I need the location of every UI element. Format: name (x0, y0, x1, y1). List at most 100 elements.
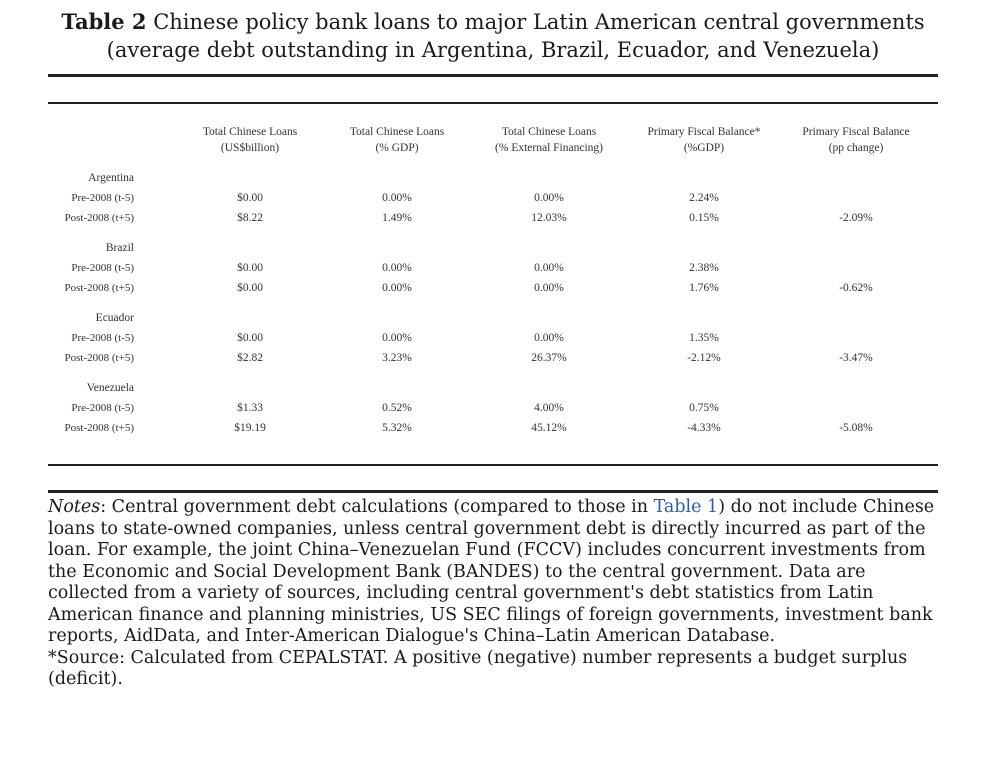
table-cell: 0.52% (382, 402, 412, 414)
group-gap-cell (48, 368, 938, 378)
header-loans-gdp-line2: (% GDP) (375, 142, 419, 154)
period-label: Post-2008 (t+5) (64, 282, 134, 294)
empty-cell (170, 238, 330, 258)
table-row: Pre-2008 (t-5) $0.00 0.00% 0.00% 2.24% (48, 188, 938, 208)
table-cell: 2.24% (689, 192, 719, 204)
bottom-thin-rule (48, 464, 938, 466)
table-cell: 0.00% (382, 332, 412, 344)
empty-cell (170, 168, 330, 188)
header-fiscal-balance-line2: (%GDP) (683, 142, 725, 154)
period-label: Post-2008 (t+5) (64, 212, 134, 224)
notes-label: Notes (48, 497, 101, 517)
notes-text-before-link: : Central government debt calculations (… (100, 497, 654, 517)
country-label: Argentina (88, 172, 134, 184)
table-cell (774, 398, 938, 418)
table-cell (774, 328, 938, 348)
table-cell: -2.12% (687, 352, 721, 364)
country-group-row: Venezuela (48, 378, 938, 398)
period-label: Post-2008 (t+5) (64, 422, 134, 434)
group-gap-cell (48, 228, 938, 238)
empty-cell (634, 168, 774, 188)
table-cell: 0.00% (382, 282, 412, 294)
table-cell: $19.19 (234, 422, 266, 434)
table-cell: 0.15% (689, 212, 719, 224)
table-number-label: Table 2 (61, 9, 147, 34)
table-cell: 0.00% (382, 262, 412, 274)
table-title: Table 2 Chinese policy bank loans to maj… (0, 8, 986, 64)
empty-cell (634, 308, 774, 328)
period-label: Pre-2008 (t-5) (71, 332, 134, 344)
header-loans-gdp-line1: Total Chinese Loans (349, 126, 445, 138)
empty-cell (774, 378, 938, 398)
table-cell: 1.76% (689, 282, 719, 294)
header-fiscal-balance: Primary Fiscal Balance* (%GDP) (634, 124, 774, 168)
empty-cell (774, 238, 938, 258)
header-loans-usd: Total Chinese Loans (US$billion) (170, 124, 330, 168)
table-row: Post-2008 (t+5) $2.82 3.23% 26.37% -2.12% -3.… (48, 348, 938, 368)
empty-cell (634, 378, 774, 398)
table-cell (774, 258, 938, 278)
table-cell: $0.00 (237, 282, 263, 294)
table-header-row: Total Chinese Loans (US$billion) Total C… (48, 124, 938, 168)
table-row: Post-2008 (t+5) $19.19 5.32% 45.12% -4.33% -5… (48, 418, 938, 438)
table-cell: $8.22 (237, 212, 263, 224)
table-cell: 0.00% (534, 282, 564, 294)
country-label: Brazil (105, 242, 134, 254)
country-label: Venezuela (86, 382, 134, 394)
notes-text-after-link: ) do not include Chinese loans to state-… (48, 497, 935, 646)
header-loans-external: Total Chinese Loans (% External Financin… (464, 124, 634, 168)
table-1-link[interactable]: Table 1 (653, 497, 719, 517)
header-loans-gdp: Total Chinese Loans (% GDP) (330, 124, 464, 168)
table-cell: -2.09% (839, 212, 873, 224)
source-note: *Source: Calculated from CEPALSTAT. A po… (48, 647, 908, 690)
header-fiscal-change: Primary Fiscal Balance (pp change) (774, 124, 938, 168)
table-cell: 0.00% (534, 332, 564, 344)
table-cell: $2.82 (237, 352, 263, 364)
period-label: Pre-2008 (t-5) (71, 192, 134, 204)
table-cell: 0.75% (689, 402, 719, 414)
table-cell: $0.00 (237, 192, 263, 204)
header-loans-usd-line2: (US$billion) (220, 142, 280, 154)
header-fiscal-change-line2: (pp change) (828, 142, 884, 154)
period-label: Pre-2008 (t-5) (71, 402, 134, 414)
top-thick-rule (48, 74, 938, 77)
table-row: Pre-2008 (t-5) $0.00 0.00% 0.00% 1.35% (48, 328, 938, 348)
data-table: Total Chinese Loans (US$billion) Total C… (48, 124, 938, 438)
table-cell: -0.62% (839, 282, 873, 294)
group-gap-row (48, 368, 938, 378)
group-gap-cell (48, 298, 938, 308)
empty-cell (170, 308, 330, 328)
empty-cell (464, 238, 634, 258)
header-fiscal-balance-line1: Primary Fiscal Balance* (647, 126, 761, 138)
empty-cell (330, 238, 464, 258)
table-cell: -5.08% (839, 422, 873, 434)
table-cell: 0.00% (382, 192, 412, 204)
table-cell: 12.03% (531, 212, 567, 224)
table-cell: $0.00 (237, 262, 263, 274)
table-cell: -3.47% (839, 352, 873, 364)
table-cell: 0.00% (534, 262, 564, 274)
title-line-1: Table 2 Chinese policy bank loans to maj… (0, 8, 986, 36)
title-line-2: (average debt outstanding in Argentina, … (106, 38, 880, 62)
country-group-row: Ecuador (48, 308, 938, 328)
country-label: Ecuador (95, 312, 134, 324)
table-body: Argentina Pre-2008 (t-5) $0.00 0.00% 0.00% 2.… (48, 168, 938, 438)
period-label: Post-2008 (t+5) (64, 352, 134, 364)
table-cell: 5.32% (382, 422, 412, 434)
title-text-1: Chinese policy bank loans to major Latin… (153, 10, 925, 34)
table-cell: $1.33 (237, 402, 263, 414)
header-fiscal-change-line1: Primary Fiscal Balance (802, 126, 910, 138)
table-cell: 1.35% (689, 332, 719, 344)
empty-cell (774, 308, 938, 328)
header-loans-external-line2: (% External Financing) (495, 142, 603, 154)
empty-cell (774, 168, 938, 188)
table-cell: 3.23% (382, 352, 412, 364)
group-gap-row (48, 228, 938, 238)
table-cell: 45.12% (531, 422, 567, 434)
table-cell: 2.38% (689, 262, 719, 274)
top-thin-rule (48, 102, 938, 104)
table-cell: $0.00 (237, 332, 263, 344)
empty-cell (330, 308, 464, 328)
empty-cell (330, 168, 464, 188)
table-notes: Notes: Central government debt calculati… (48, 497, 948, 691)
